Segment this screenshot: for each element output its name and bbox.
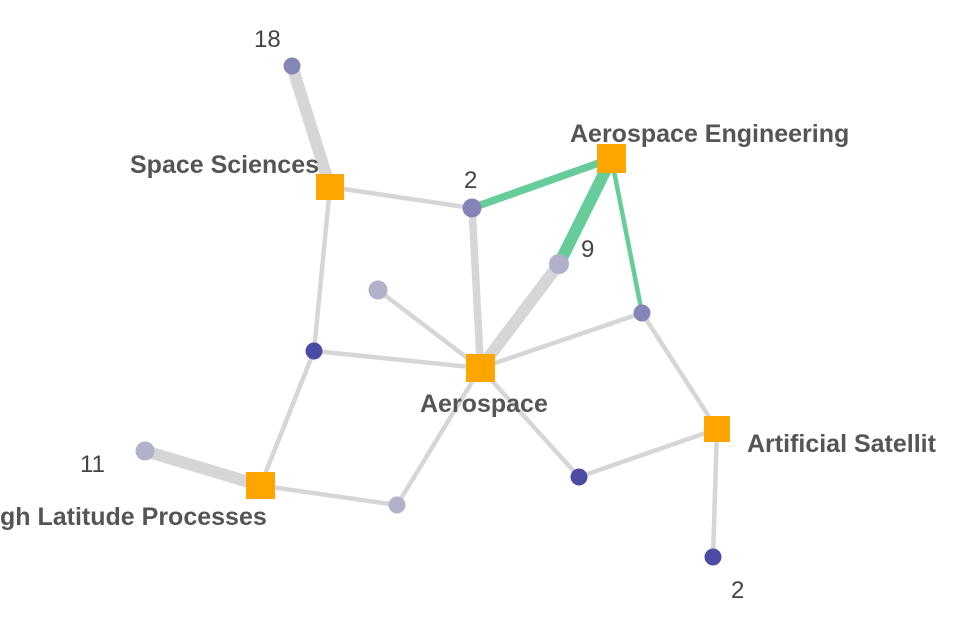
label-aerospace-engineering: Aerospace Engineering xyxy=(570,120,849,148)
node-n-right[interactable] xyxy=(633,304,651,322)
edge-n11-high-latitude-processes xyxy=(143,445,263,492)
edge-space-sciences-n-left xyxy=(311,186,333,352)
count-label-n9: 9 xyxy=(581,236,594,263)
count-label-n18: 18 xyxy=(254,26,281,53)
topic-node-space-sciences[interactable] xyxy=(316,174,344,200)
topic-node-artificial-satellites[interactable] xyxy=(704,416,730,442)
edge-n2a-aerospace xyxy=(468,207,485,369)
edge-n-right-artificial-satellites xyxy=(640,311,719,431)
count-label-n11: 11 xyxy=(80,451,105,478)
node-n-left[interactable] xyxy=(305,342,323,360)
edge-n-bottom-mid-aerospace xyxy=(395,366,483,507)
labels-layer: Space Sciences Aerospace Engineering Aer… xyxy=(0,26,937,604)
node-n-bottom-right[interactable] xyxy=(570,468,588,486)
edge-n-left-aerospace xyxy=(313,348,481,371)
edge-n-right-aerospace xyxy=(479,310,643,371)
label-aerospace: Aerospace xyxy=(420,390,548,418)
label-space-sciences: Space Sciences xyxy=(130,151,319,179)
node-n11[interactable] xyxy=(135,441,155,461)
node-n2a[interactable] xyxy=(462,198,482,218)
edges-layer xyxy=(143,64,720,558)
topic-node-high-latitude-processes[interactable] xyxy=(246,472,275,499)
edge-n-bottom-right-aerospace xyxy=(478,366,581,479)
count-label-n2b: 2 xyxy=(731,577,744,604)
edge-n-gray-aerospace xyxy=(376,288,482,370)
edge-n9-aerospace xyxy=(475,260,564,372)
node-n2b[interactable] xyxy=(704,548,722,566)
edge-high-latitude-processes-n-bottom-mid xyxy=(260,483,398,508)
edge-n-left-high-latitude-processes xyxy=(258,350,317,487)
count-label-n2a: 2 xyxy=(464,167,477,194)
nodes-layer xyxy=(135,57,730,566)
edge-n2a-aerospace-engineering xyxy=(470,154,613,212)
node-n18[interactable] xyxy=(283,57,301,75)
label-high-latitude-processes: gh Latitude Processes xyxy=(0,503,267,531)
node-n-gray[interactable] xyxy=(368,280,388,300)
edge-n9-aerospace-engineering xyxy=(553,155,617,267)
node-n-bottom-mid[interactable] xyxy=(388,496,406,514)
edge-artificial-satellites-n2b xyxy=(710,428,720,558)
topic-node-aerospace[interactable] xyxy=(466,354,495,382)
edge-space-sciences-n2a xyxy=(329,184,473,211)
edge-space-sciences-n18 xyxy=(286,64,336,189)
topic-node-aerospace-engineering[interactable] xyxy=(597,144,626,173)
label-artificial-satellites: Artificial Satellit xyxy=(747,430,937,458)
edge-n-bottom-right-artificial-satellites xyxy=(578,426,718,480)
edge-n-right-aerospace-engineering xyxy=(609,158,645,314)
node-n9[interactable] xyxy=(549,254,569,274)
